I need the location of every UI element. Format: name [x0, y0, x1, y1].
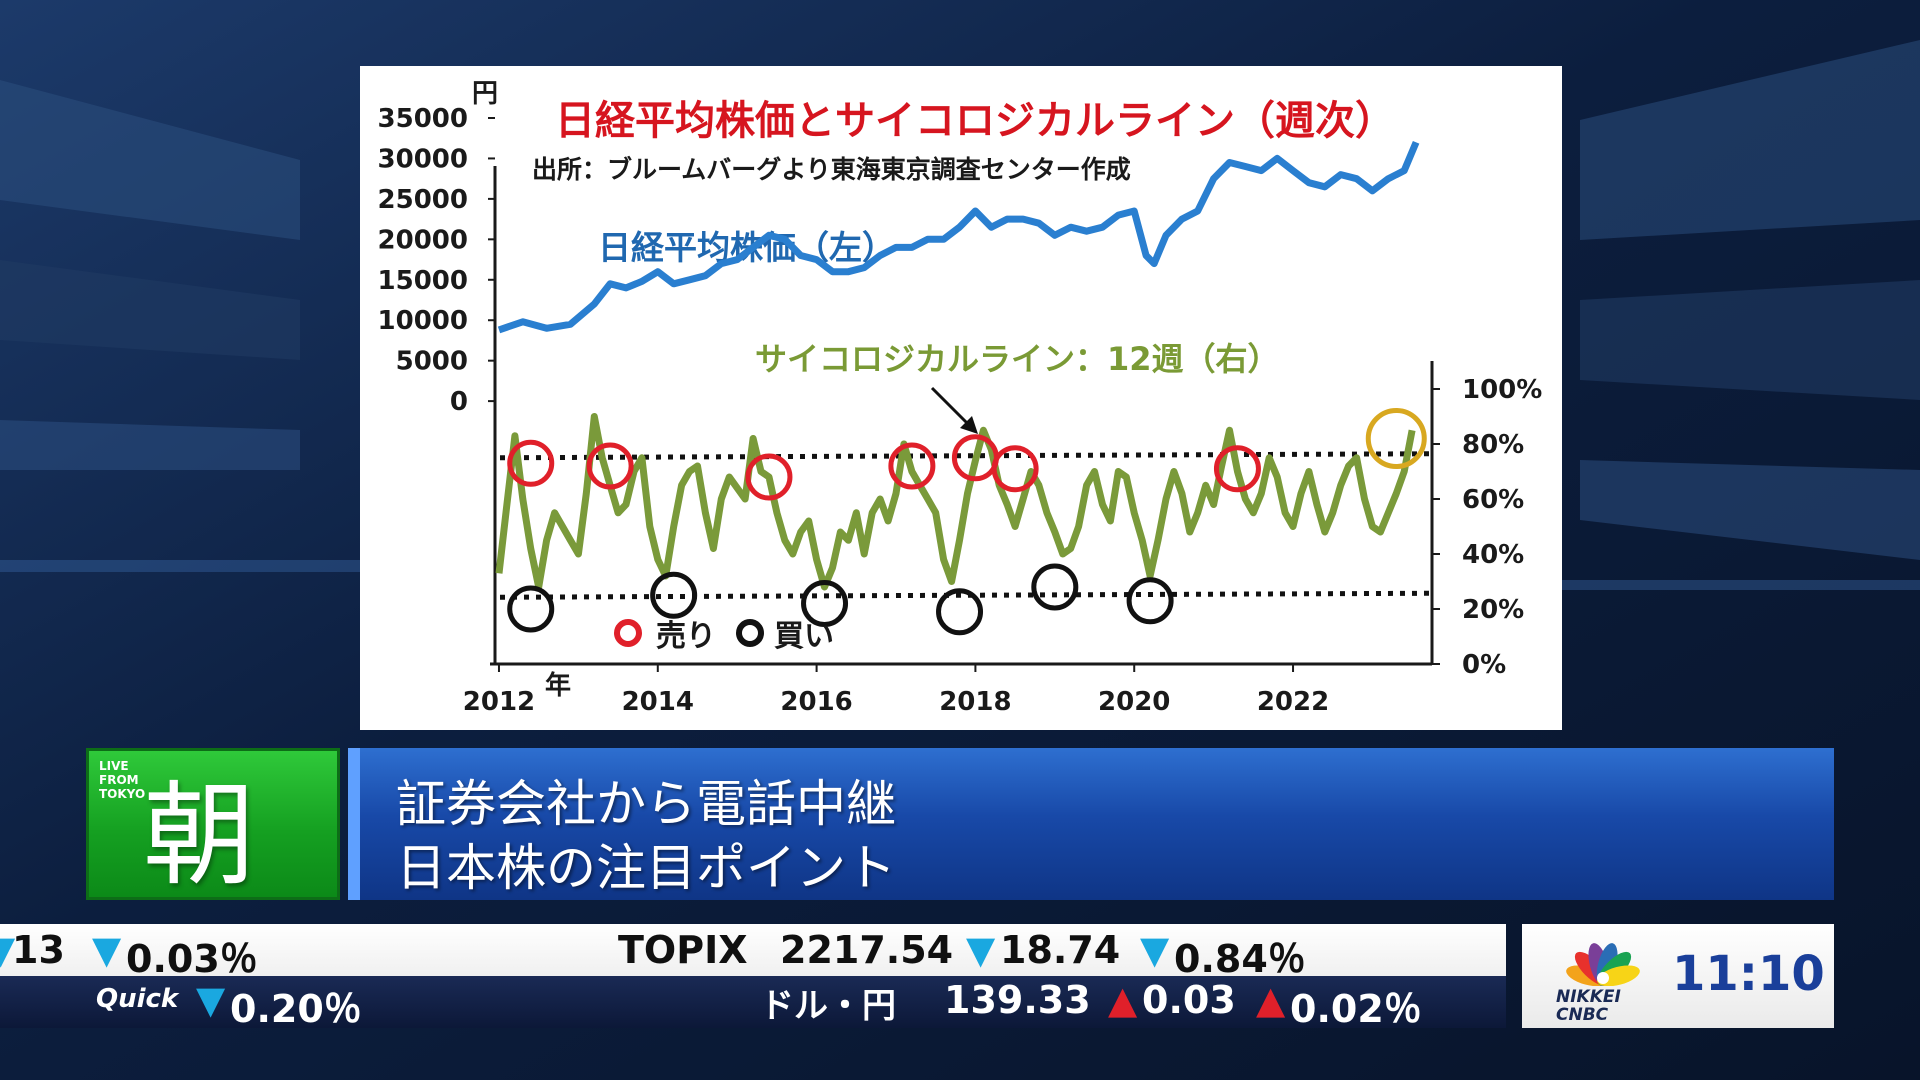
x-tick-label: 2018 [939, 687, 1011, 717]
program-character: 朝 [143, 771, 255, 901]
clock: 11:10 [1672, 946, 1825, 1002]
nikkei-cnbc-logo: NIKKEI CNBC [1556, 987, 1621, 1025]
y-left-tick-label: 30000 [378, 144, 468, 174]
chart-source: 出所：ブルームバーグより東海東京調査センター作成 [532, 155, 1131, 184]
ticker-row-2: Quick ▼ 0.20％ ドル・円 139.33 ▲ 0.03 ▲ 0.02％ [0, 976, 1506, 1028]
quick-pct: 0.20％ [230, 987, 362, 1028]
y-right-tick-label: 0% [1462, 650, 1506, 680]
y-left-tick-label: 15000 [378, 266, 468, 296]
y-right-tick-label: 40% [1462, 540, 1524, 570]
y-right-tick-label: 60% [1462, 485, 1524, 515]
topix-label: TOPIX [618, 928, 748, 972]
topix-value: 2217.54 [780, 928, 954, 972]
y-left-tick-label: 20000 [378, 225, 468, 255]
x-tick-label: 2022 [1257, 687, 1329, 717]
quick-label: Quick [96, 984, 179, 1014]
series-label-psy: サイコロジカルライン：12週（右） [755, 340, 1280, 378]
y-right-tick-label: 20% [1462, 595, 1524, 625]
down-arrow-icon: ▼ [966, 928, 996, 972]
buy-signal-marker [801, 580, 849, 627]
buy-signal-marker [1126, 577, 1174, 625]
y-left-tick-label: 5000 [396, 347, 468, 377]
buy-signal-marker [507, 585, 555, 633]
sell-signal-marker [991, 445, 1039, 493]
y-left-unit: 円 [472, 79, 498, 109]
up-arrow-icon: ▲ [1256, 978, 1286, 1022]
x-tick-label: 2020 [1098, 687, 1170, 717]
topix-change: 18.74 [1000, 928, 1121, 972]
topix-pct: 0.84％ [1174, 937, 1306, 981]
legend-sell-marker [614, 619, 642, 647]
annotation-arrow [930, 386, 974, 430]
legend-buy-marker [736, 619, 764, 647]
nikkei-price-line [497, 140, 1420, 334]
peacock-body [1597, 972, 1609, 984]
series-label-nikkei: 日経平均株価（左） [598, 228, 895, 267]
y-left-tick-label: 35000 [378, 104, 468, 134]
x-unit: 年 [545, 670, 571, 701]
x-tick-label: 2012 [463, 687, 535, 717]
y-right-tick-label: 80% [1462, 430, 1524, 460]
usdjpy-value: 139.33 [944, 978, 1091, 1022]
y-left-tick-label: 10000 [378, 306, 468, 336]
x-tick-label: 2014 [622, 687, 694, 717]
buy-signal-marker [936, 588, 984, 636]
buy-signal-marker [650, 571, 698, 619]
annotation-arrowhead [960, 416, 978, 434]
psychological-line [495, 413, 1416, 591]
down-arrow-icon: ▼ [1140, 928, 1170, 972]
usdjpy-pct: 0.02％ [1290, 987, 1422, 1028]
down-arrow-icon: ▼ [196, 978, 226, 1022]
ticker-partial-pct: 0.03％ [126, 937, 258, 981]
peacock-icon [1566, 943, 1640, 986]
chart-title: 日経平均株価とサイコロジカルライン（週次） [555, 98, 1395, 144]
x-tick-label: 2016 [780, 687, 852, 717]
sell-signal-marker [745, 453, 793, 501]
headline-bar: 証券会社から電話中継 日本株の注目ポイント [348, 748, 1834, 900]
sell-signal-marker [888, 442, 936, 490]
live-from-tokyo-label: LIVE FROM TOKYO [99, 759, 146, 801]
ticker-partial-value: 13 [12, 928, 65, 972]
sell-signal-marker [1213, 445, 1261, 493]
up-arrow-icon: ▲ [1108, 978, 1138, 1022]
legend-sell-label: 売り [656, 619, 716, 654]
chart-panel: 35000 30000 25000 20000 15000 10000 5000 0 100% 8… [360, 66, 1562, 730]
legend-buy-label: 買い [774, 619, 834, 654]
usdjpy-change: 0.03 [1142, 978, 1236, 1022]
psychological-line-chart: 35000 30000 25000 20000 15000 10000 5000 0 100% 8… [378, 79, 1543, 717]
broadcaster-box: NIKKEI CNBC 11:10 [1522, 924, 1834, 1028]
y-right-tick-label: 100% [1462, 375, 1542, 405]
headline-line-2: 日本株の注目ポイント [396, 839, 896, 897]
usdjpy-label: ドル・円 [760, 986, 896, 1026]
buy-signal-marker [1031, 563, 1079, 611]
headline-line-1: 証券会社から電話中継 [396, 775, 896, 833]
sell-signal-marker [586, 442, 634, 490]
sell-signal-marker [507, 439, 555, 487]
program-logo: LIVE FROM TOKYO 朝 [86, 748, 340, 901]
y-left-tick-label: 0 [450, 387, 468, 417]
y-left-tick-label: 25000 [378, 185, 468, 215]
market-ticker: ▼ 13 ▼ 0.03％ TOPIX 2217.54 ▼ 18.74 ▼ 0.8… [0, 924, 1506, 1028]
down-arrow-icon: ▼ [92, 928, 122, 972]
current-signal-marker [1365, 408, 1427, 469]
down-arrow-icon: ▼ [0, 928, 16, 972]
